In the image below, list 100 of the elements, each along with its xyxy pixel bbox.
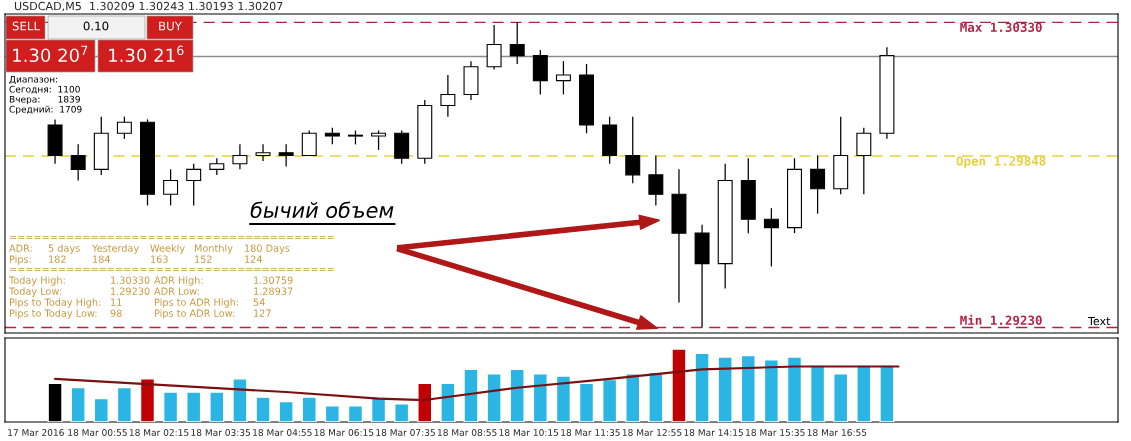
bar — [578, 382, 595, 422]
candlestick — [278, 143, 294, 168]
bar — [278, 400, 294, 422]
bar — [186, 391, 202, 422]
annotation: Диапазон: — [9, 75, 58, 84]
bar — [856, 364, 872, 422]
x-tick-label: 18 Mar 04:55 — [253, 429, 312, 436]
annotation: Средний: 1709 — [9, 105, 82, 115]
bar — [139, 378, 156, 422]
candlestick — [255, 143, 271, 162]
annotation: 127 — [254, 309, 271, 317]
annotation: 0.10 — [83, 21, 109, 31]
x-tick-label: 18 Mar 16:55 — [807, 429, 867, 436]
chart-title: USDCAD,M5 1.30209 1.30243 1.30193 1.30207 — [14, 1, 283, 12]
candlestick — [116, 116, 132, 140]
bar — [370, 396, 387, 422]
x-tick-label: 18 Mar 07:35 — [376, 429, 435, 436]
annotation: ADR Low: — [154, 287, 199, 295]
candlestick — [763, 207, 779, 268]
annotation: 152 — [195, 255, 212, 263]
bar — [625, 373, 641, 422]
bar — [694, 352, 710, 422]
x-tick-label: 18 Mar 15:35 — [746, 429, 805, 436]
bar — [301, 396, 317, 422]
bar — [463, 368, 479, 422]
candlestick — [371, 129, 387, 151]
annotation: 180 Days — [245, 244, 290, 254]
annotation: Weekly — [150, 244, 185, 254]
annotation: 184 — [93, 255, 111, 263]
bar — [417, 382, 433, 422]
bar — [833, 373, 849, 422]
annotation: Text — [1087, 316, 1111, 326]
ref-line-label: Max 1.30330 — [960, 22, 1042, 32]
bar — [879, 364, 895, 422]
annotation: 1.28937 — [254, 287, 293, 295]
annotation: 98 — [110, 309, 122, 317]
x-tick-label: 17 Mar 2016 — [8, 429, 64, 436]
x-tick-label: 18 Mar 00:55 — [68, 429, 127, 436]
annotation: SELL — [12, 21, 40, 31]
bar — [671, 348, 687, 422]
annotation: 11 — [111, 298, 122, 306]
candlestick — [509, 21, 525, 65]
bar — [648, 371, 664, 422]
bar — [509, 368, 525, 422]
annotation: 1.30330 — [111, 276, 150, 284]
candlestick — [440, 74, 456, 118]
annotation: 163 — [151, 255, 168, 263]
annotation: Pips: — [9, 255, 31, 265]
candlestick — [555, 60, 571, 96]
bar — [440, 382, 456, 422]
x-tick-label: 18 Mar 10:15 — [499, 429, 559, 436]
annotation: Pips to ADR Low: — [154, 309, 235, 319]
annotation: Pips to Today High: — [9, 298, 101, 308]
bar — [532, 373, 548, 422]
bar — [255, 396, 271, 422]
x-tick-label: 18 Mar 08:55 — [438, 429, 497, 436]
bar — [324, 405, 340, 422]
annotation: Today High: — [8, 276, 65, 286]
x-tick-label: 18 Mar 03:35 — [191, 429, 251, 436]
bar — [394, 403, 410, 422]
annotation: Pips to ADR High: — [154, 298, 238, 308]
bar — [93, 397, 109, 422]
bar — [763, 359, 780, 422]
annotation: Today Low: — [8, 287, 61, 297]
bar — [162, 391, 179, 422]
x-tick-label: 18 Mar 12:55 — [622, 429, 682, 436]
candlestick — [856, 127, 872, 195]
x-tick-label: 18 Mar 11:35 — [561, 429, 620, 436]
candlestick — [186, 163, 202, 207]
bar — [486, 373, 502, 422]
annotation: Pips to Today Low: — [9, 309, 97, 319]
candlestick — [301, 129, 317, 157]
bar — [209, 391, 225, 422]
x-tick-label: 18 Mar 14:15 — [684, 429, 743, 436]
candlestick — [232, 143, 248, 170]
annotation: Вчера: 1839 — [9, 95, 80, 105]
annotation: ADR High: — [154, 276, 203, 286]
candlestick — [70, 143, 86, 182]
bar — [555, 375, 572, 422]
bar — [809, 364, 826, 422]
annotation: 1.30 21$^{6}$ — [109, 45, 184, 63]
annotation: 1.30 20$^{7}$ — [13, 45, 88, 63]
ref-line-label: Min 1.29230 — [960, 314, 1042, 326]
annotation: 1.30759 — [254, 276, 293, 284]
bar — [740, 354, 756, 422]
bar — [717, 356, 733, 422]
bar — [116, 386, 133, 422]
annotation: Yesterday — [91, 244, 139, 254]
bar — [70, 386, 86, 422]
annotation: Monthly — [194, 244, 233, 254]
annotation: ADR: — [9, 244, 32, 252]
bar — [347, 405, 364, 422]
annotation: 54 — [253, 298, 265, 306]
bar — [232, 378, 248, 422]
annotation: BUY — [159, 21, 182, 31]
annotation: 182 — [49, 255, 66, 263]
candlestick — [625, 116, 641, 184]
annotation: 124 — [245, 255, 263, 263]
bar — [786, 356, 803, 422]
candlestick — [648, 154, 664, 207]
